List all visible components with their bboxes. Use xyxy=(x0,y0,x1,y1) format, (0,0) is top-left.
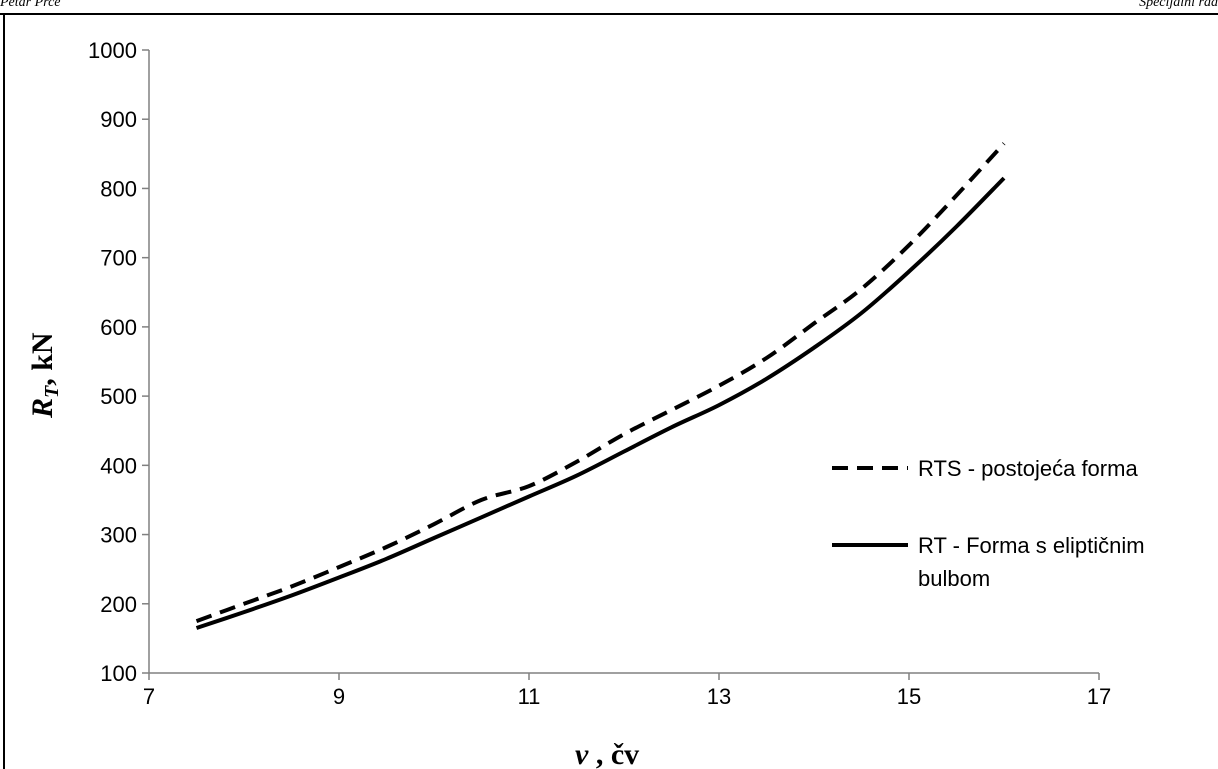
header-left: Petar Prce xyxy=(0,0,61,10)
y-tick-label: 700 xyxy=(100,246,137,271)
y-tick-label: 1000 xyxy=(88,38,137,63)
y-axis-title-sub: T xyxy=(41,385,63,398)
legend-label-1: RTS - postojeća forma xyxy=(918,456,1138,481)
series-line-2 xyxy=(195,176,1006,630)
x-tick-label: 13 xyxy=(707,684,731,709)
header-right: Specijalni rad xyxy=(1139,0,1218,10)
series-line-1 xyxy=(195,142,1006,623)
x-axis-title-var: v xyxy=(575,738,589,769)
y-tick-label: 900 xyxy=(100,107,137,132)
y-tick-label: 300 xyxy=(100,523,137,548)
x-tick-label: 11 xyxy=(518,684,541,709)
x-tick-label: 17 xyxy=(1087,684,1111,709)
x-tick-label: 9 xyxy=(333,684,345,709)
y-tick-label: 600 xyxy=(100,315,137,340)
y-tick-label: 400 xyxy=(100,453,137,478)
x-tick-label: 7 xyxy=(143,684,155,709)
y-axis-title-var: R xyxy=(26,398,59,419)
y-tick-label: 800 xyxy=(100,176,137,201)
y-axis-title: RT, kN xyxy=(26,332,63,419)
x-axis-title-unit: , čv xyxy=(588,738,639,769)
y-ticks: 100 200 300 400 500 600 700 800 900 1000 xyxy=(88,38,149,686)
x-ticks: 7 9 11 13 15 17 xyxy=(143,673,1111,709)
y-axis-title-unit: , kN xyxy=(26,332,59,386)
legend: RTS - postojeća forma RT - Forma s elipti… xyxy=(832,456,1145,591)
x-axis-title: v , čv xyxy=(575,738,639,769)
legend-label-2: RT - Forma s eliptičnim bulbom xyxy=(918,533,1145,591)
y-tick-label: 500 xyxy=(100,384,137,409)
y-tick-label: 200 xyxy=(100,592,137,617)
y-tick-label: 100 xyxy=(100,661,137,686)
x-tick-label: 15 xyxy=(897,684,921,709)
series-layer xyxy=(195,142,1006,630)
